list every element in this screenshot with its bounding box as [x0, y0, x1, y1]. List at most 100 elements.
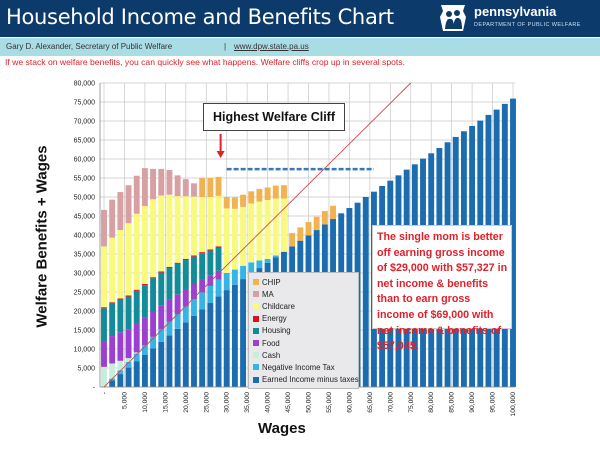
- x-tick-label: 90,000: [469, 392, 476, 413]
- bar-segment-negative-income-tax: [117, 370, 124, 375]
- bar-segment-food: [117, 332, 124, 361]
- bar-segment-ma: [150, 168, 157, 200]
- bar-segment-housing: [199, 253, 206, 280]
- bar-segment-earned-income-minus-taxes: [141, 354, 148, 387]
- legend-item: Cash: [253, 349, 358, 361]
- bar-segment-housing: [166, 268, 173, 300]
- bar-segment-chip: [256, 189, 263, 202]
- y-tick-label: -: [93, 385, 96, 392]
- bar-segment-negative-income-tax: [240, 265, 247, 280]
- bar-segment-food: [199, 279, 206, 293]
- x-tick-label: 10,000: [142, 392, 149, 413]
- bar-segment-childcare: [166, 194, 173, 267]
- y-tick-label: 20,000: [74, 309, 96, 316]
- cliff-arrow-icon: [216, 151, 225, 158]
- legend-swatch: [253, 291, 259, 298]
- x-tick-label: 95,000: [490, 392, 497, 413]
- legend-swatch: [253, 315, 259, 322]
- bar-segment-negative-income-tax: [256, 260, 263, 269]
- legend-swatch: [253, 327, 259, 334]
- x-tick-label: 5,000: [121, 392, 128, 409]
- y-tick-label: 30,000: [74, 271, 96, 278]
- bar-segment-food: [207, 275, 214, 286]
- bar-segment-childcare: [223, 208, 230, 273]
- bar-segment-food: [191, 284, 197, 300]
- bar-segment-childcare: [191, 196, 197, 256]
- bar-segment-housing: [191, 256, 197, 285]
- bar-segment-chip: [248, 191, 255, 204]
- y-tick-label: 45,000: [74, 214, 96, 221]
- bar-segment-childcare: [199, 197, 206, 253]
- bar-segment-earned-income-minus-taxes: [133, 361, 140, 387]
- bar-segment-food: [101, 341, 107, 367]
- bar-segment-housing: [125, 296, 132, 330]
- x-axis-label: Wages: [258, 420, 306, 437]
- bar-segment-negative-income-tax: [182, 306, 189, 323]
- legend-label: Housing: [262, 326, 291, 336]
- legend-item: Earned Income minus taxes: [253, 374, 359, 386]
- bar-segment-negative-income-tax: [158, 329, 165, 342]
- legend-label: Energy: [262, 314, 287, 324]
- bar-segment-childcare: [207, 197, 214, 250]
- x-tick-label: 85,000: [449, 392, 456, 413]
- y-axis-label: Welfare Benefits + Wages: [33, 145, 51, 328]
- bar-segment-energy: [215, 246, 222, 248]
- x-tick-label: 25,000: [203, 392, 210, 413]
- website-link[interactable]: www.dpw.state.pa.us: [234, 42, 309, 51]
- bar-segment-childcare: [150, 199, 157, 278]
- bar-segment-chip: [215, 176, 222, 196]
- bar-segment-earned-income-minus-taxes: [510, 98, 516, 387]
- bar-segment-chip: [321, 211, 328, 225]
- x-tick-label: 35,000: [244, 392, 251, 413]
- y-tick-label: 10,000: [74, 347, 96, 354]
- bar-segment-chip: [264, 187, 271, 201]
- bar-segment-earned-income-minus-taxes: [109, 380, 116, 387]
- legend-label: CHIP: [262, 277, 281, 287]
- x-tick-label: 60,000: [346, 392, 353, 413]
- bar-segment-ma: [125, 185, 132, 224]
- author-text: Gary D. Alexander, Secretary of Public W…: [6, 42, 173, 51]
- bar-segment-housing: [215, 247, 222, 271]
- bar-segment-earned-income-minus-taxes: [191, 315, 197, 387]
- bar-segment-earned-income-minus-taxes: [182, 322, 189, 387]
- legend-label: Cash: [262, 350, 281, 360]
- bar-segment-energy: [109, 302, 116, 304]
- legend-label: MA: [262, 289, 274, 299]
- x-tick-label: 80,000: [428, 392, 435, 413]
- page-title: Household Income and Benefits Chart: [6, 5, 394, 29]
- legend-label: Earned Income minus taxes: [262, 375, 359, 385]
- y-tick-label: 5,000: [77, 366, 95, 373]
- bar-segment-housing: [109, 303, 116, 337]
- bar-segment-childcare: [256, 201, 263, 261]
- bar-segment-negative-income-tax: [264, 258, 271, 263]
- bar-segment-energy: [125, 295, 132, 297]
- bar-segment-childcare: [248, 203, 255, 263]
- bar-segment-chip: [305, 222, 312, 236]
- bar-segment-ma: [191, 183, 197, 197]
- bar-segment-earned-income-minus-taxes: [199, 309, 206, 387]
- bar-segment-housing: [150, 278, 157, 311]
- bar-segment-chip: [297, 227, 304, 241]
- bar-segment-energy: [133, 289, 140, 291]
- bar-segment-housing: [101, 308, 107, 342]
- bar-segment-negative-income-tax: [215, 279, 222, 297]
- bar-segment-childcare: [117, 230, 124, 299]
- bar-segment-negative-income-tax: [133, 353, 140, 362]
- y-tick-label: 80,000: [74, 81, 96, 88]
- bar-segment-cash: [133, 352, 140, 354]
- bar-segment-negative-income-tax: [150, 336, 157, 349]
- bar-segment-food: [133, 323, 140, 353]
- bar-segment-food: [150, 311, 157, 337]
- bar-segment-food: [174, 294, 181, 315]
- legend-item: Negative Income Tax: [253, 361, 358, 373]
- bar-segment-energy: [117, 298, 124, 300]
- logo-name: pennsylvania: [474, 4, 557, 19]
- legend-label: Childcare: [262, 301, 295, 311]
- bar-segment-chip: [231, 197, 238, 209]
- bar-segment-food: [109, 336, 116, 364]
- bar-segment-earned-income-minus-taxes: [166, 335, 173, 387]
- bar-segment-negative-income-tax: [125, 361, 132, 368]
- y-tick-label: 65,000: [74, 138, 96, 145]
- bar-segment-energy: [141, 284, 148, 286]
- bar-segment-cash: [101, 366, 107, 387]
